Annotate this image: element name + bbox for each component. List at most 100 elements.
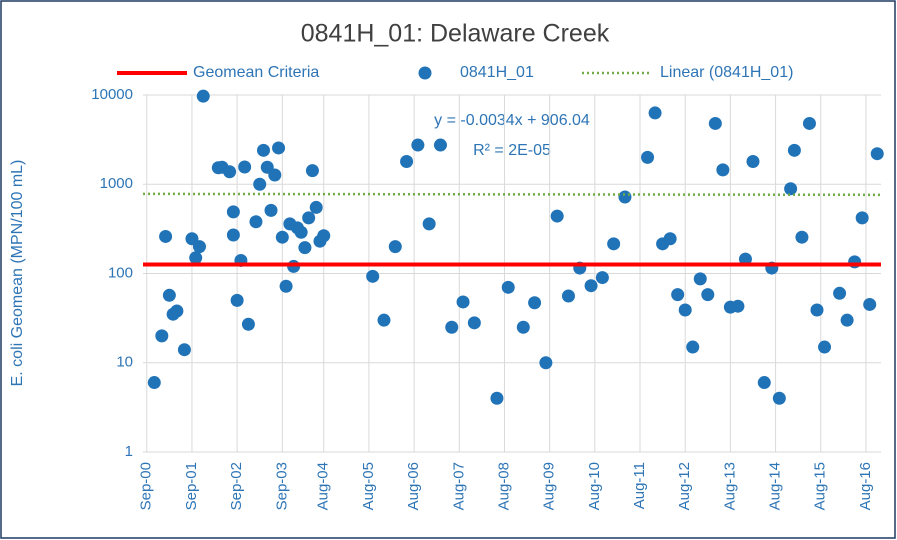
data-point [264, 203, 278, 217]
data-point [256, 143, 270, 157]
data-point [693, 272, 707, 286]
x-tick-label: Sep-03 [273, 462, 290, 510]
x-tick-label: Sep-02 [228, 462, 245, 510]
data-point [268, 168, 282, 182]
x-tick-label: Aug-04 [315, 462, 332, 510]
data-point [671, 288, 685, 302]
data-point [377, 313, 391, 327]
x-tick-label: Aug-07 [450, 462, 467, 510]
data-point [196, 89, 210, 103]
data-point [772, 391, 786, 405]
y-tick-label: 1 [125, 443, 133, 460]
data-point [192, 240, 206, 254]
data-point [528, 296, 542, 310]
data-point [818, 340, 832, 354]
data-point [317, 229, 331, 243]
data-point [501, 280, 515, 294]
data-point [445, 320, 459, 334]
x-tick-label: Aug-10 [586, 462, 603, 510]
x-tick-label: Aug-15 [812, 462, 829, 510]
x-tick-label: Aug-11 [631, 462, 648, 509]
data-point [738, 252, 752, 266]
data-point [309, 200, 323, 214]
data-point [159, 229, 173, 243]
data-point [870, 147, 884, 161]
legend-label: 0841H_01 [460, 64, 534, 81]
data-point [731, 299, 745, 313]
data-point [802, 116, 816, 130]
data-point [422, 217, 436, 231]
data-point [253, 177, 267, 191]
data-point [595, 271, 609, 285]
data-point [400, 154, 414, 168]
data-point [366, 269, 380, 283]
data-point [162, 288, 176, 302]
data-point [663, 232, 677, 246]
data-point [249, 215, 263, 229]
data-point [618, 190, 632, 204]
data-point [238, 160, 252, 174]
y-tick-label: 10000 [91, 86, 133, 103]
data-point [302, 211, 316, 225]
annotation: R² = 2E-05 [473, 142, 551, 159]
data-point [810, 303, 824, 317]
data-point [177, 343, 191, 357]
data-point [433, 138, 447, 152]
data-point [648, 106, 662, 120]
data-point [226, 228, 240, 242]
data-point [456, 295, 470, 309]
y-tick-label: 1000 [100, 175, 133, 192]
annotation: y = -0.0034x + 906.04 [434, 112, 590, 129]
data-point [490, 391, 504, 405]
data-point [833, 286, 847, 300]
data-point [784, 182, 798, 196]
data-point [241, 317, 255, 331]
data-point [855, 211, 869, 225]
x-tick-label: Aug-06 [405, 462, 422, 510]
x-tick-label: Sep-00 [138, 462, 155, 510]
y-tick-label: 100 [108, 264, 133, 281]
series-line [142, 192, 882, 197]
data-point [226, 205, 240, 219]
data-point [701, 288, 715, 302]
data-point [584, 279, 598, 293]
data-point [708, 116, 722, 130]
y-tick-label: 10 [116, 354, 133, 371]
x-tick-label: Aug-13 [721, 462, 738, 510]
x-tick-label: Aug-08 [495, 462, 512, 510]
data-point [230, 293, 244, 307]
data-point [678, 303, 692, 317]
x-tick-label: Aug-16 [857, 462, 874, 510]
data-point [388, 240, 402, 254]
data-point [840, 313, 854, 327]
legend-label: Linear (0841H_01) [660, 64, 793, 81]
data-point [746, 154, 760, 168]
data-point [550, 209, 564, 223]
data-point [516, 320, 530, 334]
data-point [686, 340, 700, 354]
x-tick-label: Aug-09 [541, 462, 558, 510]
chart-title: 0841H_01: Delaware Creek [301, 20, 610, 48]
data-point [561, 289, 575, 303]
data-point [787, 143, 801, 157]
data-point [275, 230, 289, 244]
data-point [147, 376, 161, 390]
data-point [467, 316, 481, 330]
data-point [641, 150, 655, 164]
data-point [170, 304, 184, 318]
data-point [305, 164, 319, 178]
data-point [757, 376, 771, 390]
data-point [298, 241, 312, 255]
x-tick-label: Sep-01 [183, 462, 200, 510]
data-point [294, 225, 308, 239]
data-point [272, 141, 286, 155]
data-point [223, 165, 237, 179]
data-point [539, 356, 553, 370]
data-point [607, 237, 621, 251]
data-point [189, 251, 203, 265]
x-tick-label: Aug-12 [676, 462, 693, 510]
data-point [795, 230, 809, 244]
data-point [863, 297, 877, 311]
